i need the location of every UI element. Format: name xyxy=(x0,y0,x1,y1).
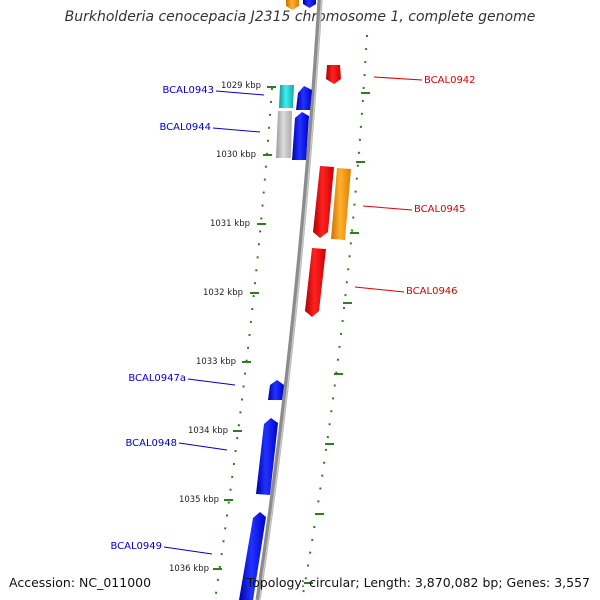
scale-label: 1034 kbp xyxy=(188,426,228,436)
reverse-gene xyxy=(313,166,334,238)
forward-gene xyxy=(256,418,278,495)
gene-label-bcal0949[interactable]: BCAL0949 xyxy=(110,541,162,552)
gene-label-bcal0948[interactable]: BCAL0948 xyxy=(125,438,177,449)
gene-label-bcal0947a[interactable]: BCAL0947a xyxy=(128,373,186,384)
forward-gene xyxy=(292,112,309,160)
forward-gene xyxy=(303,0,316,8)
scale-label: 1030 kbp xyxy=(216,150,256,160)
scale-label: 1029 kbp xyxy=(221,81,261,91)
reverse-gene xyxy=(305,248,326,317)
forward-gene xyxy=(296,86,312,110)
genome-backbone xyxy=(255,0,323,600)
gene-label-bcal0944[interactable]: BCAL0944 xyxy=(159,122,211,133)
forward-gene xyxy=(268,380,284,400)
scale-label: 1035 kbp xyxy=(179,495,219,505)
orange-feature xyxy=(286,0,299,10)
scale-label: 1033 kbp xyxy=(196,357,236,367)
scale-label: 1032 kbp xyxy=(203,288,243,298)
cyan-feature xyxy=(279,85,294,108)
forward-gene xyxy=(239,512,266,600)
gene-label-bcal0942[interactable]: BCAL0942 xyxy=(424,75,476,86)
gene-label-bcal0943[interactable]: BCAL0943 xyxy=(162,85,214,96)
accession-text: Accession: NC_011000 xyxy=(9,575,152,590)
label-leader-lines xyxy=(163,76,423,555)
map-title: Burkholderia cenocepacia J2315 chromosom… xyxy=(64,9,536,25)
grey-feature xyxy=(276,111,292,158)
genome-summary-text: Topology: circular; Length: 3,870,082 bp… xyxy=(246,575,590,590)
gene-label-bcal0945[interactable]: BCAL0945 xyxy=(414,204,466,215)
scale-label: 1036 kbp xyxy=(169,564,209,574)
reverse-gene xyxy=(326,65,341,84)
major-ticks xyxy=(213,86,370,584)
orange-feature xyxy=(331,168,351,240)
scale-label: 1031 kbp xyxy=(210,219,250,229)
gene-label-bcal0946[interactable]: BCAL0946 xyxy=(406,286,458,297)
